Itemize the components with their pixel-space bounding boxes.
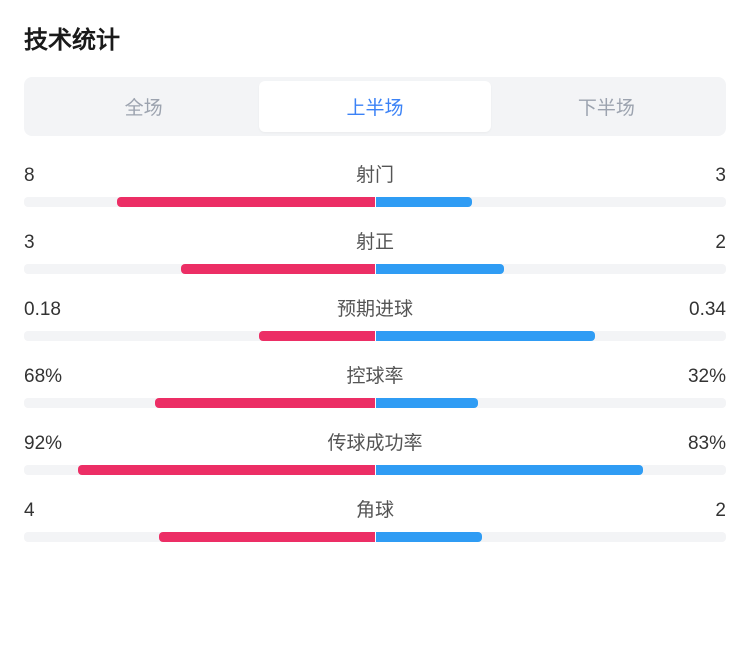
stat-left-value: 92% bbox=[24, 433, 64, 455]
stat-row: 8射门3 bbox=[24, 160, 726, 207]
stat-bar-track bbox=[24, 465, 726, 475]
stat-bar-divider bbox=[375, 532, 376, 542]
stat-bar-right bbox=[375, 532, 482, 542]
stat-bar-track bbox=[24, 398, 726, 408]
stat-header: 68%控球率32% bbox=[24, 361, 726, 388]
stat-row: 0.18预期进球0.34 bbox=[24, 294, 726, 341]
stat-right-value: 32% bbox=[686, 366, 726, 388]
stat-header: 0.18预期进球0.34 bbox=[24, 294, 726, 321]
stat-right-value: 83% bbox=[686, 433, 726, 455]
stat-right-value: 2 bbox=[686, 232, 726, 254]
stats-list: 8射门33射正20.18预期进球0.3468%控球率32%92%传球成功率83%… bbox=[24, 160, 726, 542]
stat-header: 8射门3 bbox=[24, 160, 726, 187]
stat-bar-divider bbox=[375, 197, 376, 207]
stat-right-value: 3 bbox=[686, 165, 726, 187]
stat-bar-divider bbox=[375, 398, 376, 408]
stat-bar-divider bbox=[375, 264, 376, 274]
stat-label: 射门 bbox=[64, 160, 686, 187]
stat-bar-right bbox=[375, 465, 643, 475]
stat-right-value: 2 bbox=[686, 500, 726, 522]
stat-bar-track bbox=[24, 197, 726, 207]
tab-first-half[interactable]: 上半场 bbox=[259, 81, 490, 132]
stat-bar-left bbox=[155, 398, 375, 408]
page-title: 技术统计 bbox=[24, 20, 726, 55]
stat-header: 3射正2 bbox=[24, 227, 726, 254]
stat-row: 68%控球率32% bbox=[24, 361, 726, 408]
stat-bar-left bbox=[78, 465, 375, 475]
stat-label: 射正 bbox=[64, 227, 686, 254]
stat-left-value: 68% bbox=[24, 366, 64, 388]
stat-bar-divider bbox=[375, 465, 376, 475]
stat-bar-left bbox=[259, 331, 375, 341]
stat-bar-right bbox=[375, 398, 478, 408]
tab-full-time[interactable]: 全场 bbox=[28, 81, 259, 132]
stats-panel: 技术统计 全场 上半场 下半场 8射门33射正20.18预期进球0.3468%控… bbox=[0, 0, 750, 572]
stat-header: 92%传球成功率83% bbox=[24, 428, 726, 455]
stat-row: 3射正2 bbox=[24, 227, 726, 274]
stat-bar-track bbox=[24, 532, 726, 542]
stat-bar-right bbox=[375, 331, 595, 341]
stat-bar-right bbox=[375, 264, 504, 274]
stat-bar-track bbox=[24, 331, 726, 341]
stat-header: 4角球2 bbox=[24, 495, 726, 522]
stat-left-value: 3 bbox=[24, 232, 64, 254]
period-tabs: 全场 上半场 下半场 bbox=[24, 77, 726, 136]
stat-label: 控球率 bbox=[64, 361, 686, 388]
stat-bar-left bbox=[117, 197, 375, 207]
stat-left-value: 4 bbox=[24, 500, 64, 522]
stat-row: 92%传球成功率83% bbox=[24, 428, 726, 475]
stat-label: 预期进球 bbox=[64, 294, 686, 321]
stat-label: 传球成功率 bbox=[64, 428, 686, 455]
stat-row: 4角球2 bbox=[24, 495, 726, 542]
stat-left-value: 8 bbox=[24, 165, 64, 187]
stat-bar-track bbox=[24, 264, 726, 274]
tab-second-half[interactable]: 下半场 bbox=[491, 81, 722, 132]
stat-bar-left bbox=[181, 264, 375, 274]
stat-bar-divider bbox=[375, 331, 376, 341]
stat-left-value: 0.18 bbox=[24, 299, 64, 321]
stat-bar-left bbox=[159, 532, 375, 542]
stat-bar-right bbox=[375, 197, 472, 207]
stat-label: 角球 bbox=[64, 495, 686, 522]
stat-right-value: 0.34 bbox=[686, 299, 726, 321]
